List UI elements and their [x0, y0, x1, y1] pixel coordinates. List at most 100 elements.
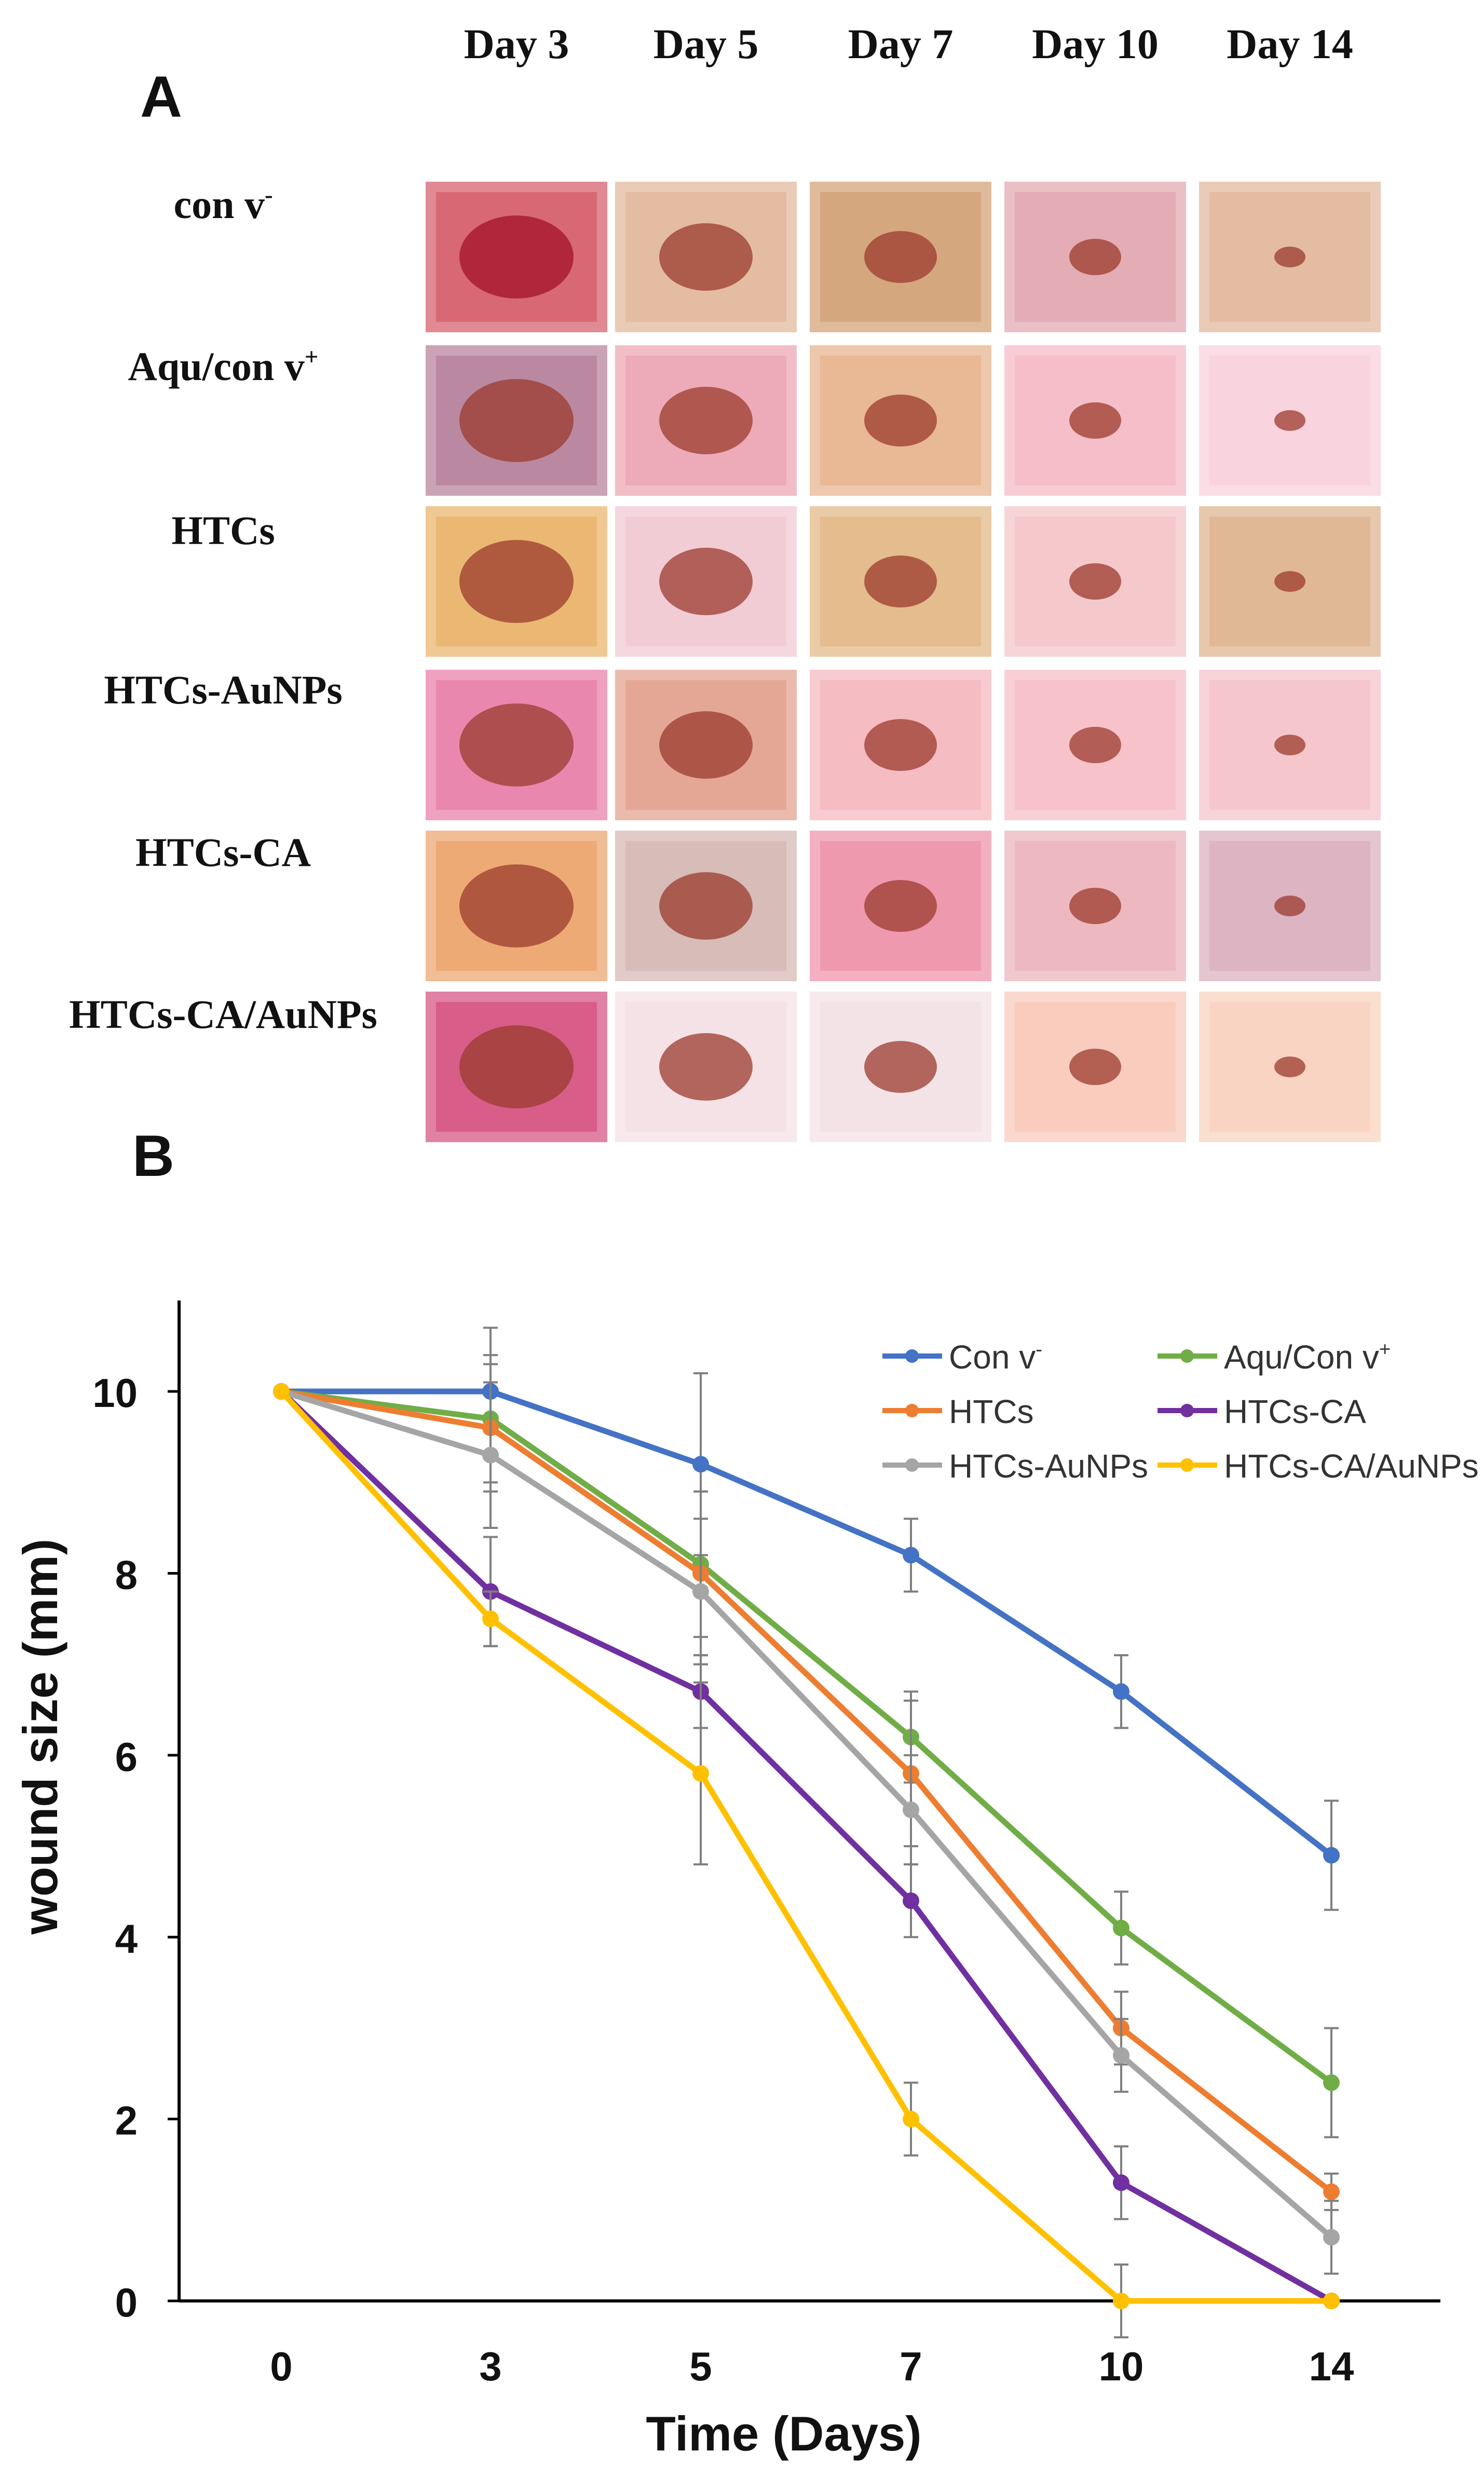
legend-marker — [1180, 1349, 1194, 1363]
row-label-1: con v- — [173, 181, 273, 227]
wound-photo-r1-c2 — [615, 182, 797, 332]
chart-ticks: 0 2 4 6 8 10 0 3 5 7 10 14 — [92, 1370, 1354, 2389]
wound-photo-r2-c4 — [1004, 345, 1186, 496]
legend-marker — [905, 1349, 919, 1363]
data-point — [1323, 2293, 1340, 2309]
data-point — [692, 1583, 709, 1600]
legend-label-text: Con v — [949, 1338, 1036, 1376]
series-line — [279, 1389, 1331, 2304]
legend-marker — [905, 1404, 919, 1417]
x-tick-label: 7 — [900, 2343, 922, 2389]
legend-label-text: HTCs — [949, 1393, 1034, 1430]
legend-label: Aqu/Con v+ — [1224, 1338, 1391, 1376]
wound-photo-r4-c1 — [426, 670, 607, 820]
data-point — [1323, 2074, 1340, 2091]
legend-entry: HTCs-CA — [1158, 1393, 1366, 1430]
data-point — [692, 1456, 709, 1473]
data-point — [1323, 2183, 1340, 2200]
wound-photo-r5-c3 — [810, 831, 991, 981]
wound-photo-r5-c5 — [1199, 831, 1381, 981]
wound-photo-r1-c4 — [1004, 182, 1186, 332]
column-header-day-5: Day 5 — [653, 20, 759, 67]
wound-photo-r6-c5 — [1199, 992, 1381, 1142]
legend-label: HTCs-CA — [1224, 1393, 1366, 1430]
x-tick-label: 3 — [479, 2343, 501, 2389]
data-point — [1113, 2047, 1129, 2064]
legend-label-text: HTCs-CA — [1224, 1393, 1366, 1430]
legend-marker — [1180, 1404, 1194, 1417]
treatment-row-labels: con v- Aqu/con v+ HTCs HTCs-AuNPs HTCs-CA HTC… — [69, 181, 377, 1037]
wound-photo-r1-c3 — [810, 182, 991, 332]
wound-photo-r4-c3 — [810, 670, 991, 820]
legend-marker — [1180, 1458, 1194, 1472]
y-tick-label: 4 — [115, 1916, 138, 1961]
data-point — [1113, 1683, 1129, 1700]
data-point — [903, 1801, 919, 1819]
row-label-2-text: Aqu/con v — [128, 344, 305, 389]
wound-photo-r3-c3 — [810, 506, 991, 657]
legend-label: HTCs-AuNPs — [949, 1447, 1148, 1485]
day-column-headers: Day 3 Day 5 Day 7 Day 10 Day 14 — [464, 20, 1353, 67]
wound-photo-cells — [426, 182, 1381, 1142]
wound-photo-r4-c4 — [1004, 670, 1186, 820]
wound-photo-r5-c2 — [615, 831, 797, 981]
wound-photo-r2-c1 — [426, 345, 607, 496]
wound-photo-r6-c2 — [615, 992, 797, 1142]
legend-label: Con v- — [949, 1338, 1042, 1376]
x-axis-title: Time (Days) — [646, 2406, 921, 2461]
data-point — [903, 1892, 919, 1909]
legend-label-text: HTCs-AuNPs — [949, 1447, 1148, 1485]
data-point — [1113, 1919, 1129, 1936]
series-line — [281, 1388, 1333, 2194]
legend-marker — [905, 1458, 919, 1472]
legend-label-superscript: - — [1036, 1338, 1042, 1361]
wound-photo-r3-c2 — [615, 506, 797, 657]
y-tick-label: 2 — [115, 2098, 138, 2144]
chart-series — [273, 1326, 1340, 2339]
x-tick-label: 0 — [270, 2343, 292, 2389]
wound-photo-r6-c3 — [810, 992, 991, 1142]
panel-b-wound-size-chart: B 0 2 4 6 8 10 0 3 5 7 10 14 Con v- Aqu/Con v+ HTCs HT… — [13, 1123, 1479, 2461]
series-line — [281, 1388, 1333, 2085]
wound-photo-r5-c4 — [1004, 831, 1186, 981]
column-header-day-7: Day 7 — [848, 20, 954, 67]
legend-entry: HTCs-AuNPs — [882, 1447, 1148, 1485]
wound-photo-r3-c5 — [1199, 506, 1381, 657]
panel-a-wound-photo-grid: A Day 3 Day 5 Day 7 Day 10 Day 14 con v- Aqu/… — [69, 20, 1381, 1142]
row-label-2: Aqu/con v+ — [128, 343, 319, 389]
wound-photo-r3-c4 — [1004, 506, 1186, 657]
wound-photo-r4-c2 — [615, 670, 797, 820]
y-axis-title: wound size (mm) — [13, 1539, 67, 1935]
legend-entry: Con v- — [882, 1338, 1042, 1376]
data-point — [903, 1547, 919, 1564]
row-label-3-text: HTCs — [171, 508, 275, 553]
row-label-5: HTCs-CA — [135, 830, 311, 875]
y-tick-label: 8 — [115, 1552, 138, 1598]
legend-entry: Aqu/Con v+ — [1158, 1338, 1391, 1376]
wound-photo-r4-c5 — [1199, 670, 1381, 820]
row-label-2-superscript: + — [305, 343, 319, 370]
y-tick-label: 0 — [115, 2280, 138, 2325]
x-tick-label: 14 — [1309, 2343, 1354, 2389]
row-label-3: HTCs — [171, 508, 275, 553]
data-point — [692, 1765, 709, 1782]
wound-photo-r3-c1 — [426, 506, 607, 657]
panel-b-label: B — [132, 1123, 174, 1188]
series-line — [279, 1389, 1333, 2304]
row-label-5-text: HTCs-CA — [135, 830, 311, 875]
wound-photo-r2-c3 — [810, 345, 991, 496]
wound-photo-r6-c1 — [426, 992, 607, 1142]
legend-label-text: HTCs-CA/AuNPs — [1224, 1447, 1479, 1485]
row-label-1-superscript: - — [265, 181, 273, 208]
wound-photo-r2-c5 — [1199, 345, 1381, 496]
x-tick-label: 5 — [689, 2343, 712, 2389]
legend-label: HTCs-CA/AuNPs — [1224, 1447, 1479, 1485]
data-point — [903, 2110, 919, 2128]
data-point — [482, 1610, 499, 1628]
series-line — [281, 1388, 1333, 1858]
panel-a-label: A — [140, 64, 182, 129]
series-htcs-ca-aunps — [273, 1383, 1340, 2339]
legend-entry: HTCs-CA/AuNPs — [1158, 1447, 1479, 1485]
x-tick-label: 10 — [1099, 2343, 1144, 2389]
